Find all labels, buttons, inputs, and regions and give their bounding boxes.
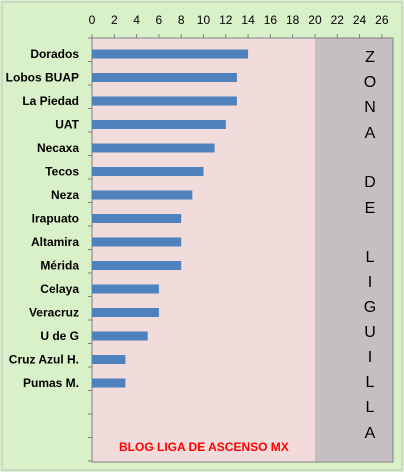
zone-letter: A xyxy=(365,125,376,142)
x-tick-label: 8 xyxy=(178,13,185,27)
bar-m-rida xyxy=(92,261,182,270)
bar-dorados xyxy=(92,49,249,59)
bar-u-de-g xyxy=(92,331,148,341)
category-label: U de G xyxy=(40,329,79,343)
bar-pumas-m xyxy=(92,378,126,388)
category-label: Mérida xyxy=(40,259,79,273)
zone-letter: I xyxy=(368,349,372,366)
liguilla-zone-band xyxy=(314,38,393,462)
zone-letter: L xyxy=(366,374,375,391)
zone-letter: D xyxy=(364,174,376,191)
category-label: La Piedad xyxy=(22,94,79,108)
zone-letter: L xyxy=(366,249,375,266)
x-tick-label: 2 xyxy=(111,13,118,27)
category-label: Lobos BUAP xyxy=(6,71,79,85)
bar-veracruz xyxy=(92,308,159,317)
x-tick-label: 10 xyxy=(197,13,211,27)
bar-cruz-azul-h xyxy=(92,355,126,364)
x-tick-label: 18 xyxy=(286,13,300,27)
watermark-text: BLOG LIGA DE ASCENSO MX xyxy=(119,440,289,454)
zone-letter: O xyxy=(364,74,376,91)
category-label: Neza xyxy=(51,188,79,202)
zone-letter: N xyxy=(364,99,376,116)
bar-tecos xyxy=(92,167,204,176)
category-label: Celaya xyxy=(40,282,79,296)
zone-letter: U xyxy=(364,324,376,341)
bar-la-piedad xyxy=(92,96,237,106)
category-label: Tecos xyxy=(45,165,79,179)
zone-letter: L xyxy=(366,399,375,416)
category-label: UAT xyxy=(55,118,79,132)
plot-area xyxy=(92,38,315,462)
zone-letter: A xyxy=(365,425,376,442)
zone-letter: G xyxy=(364,299,376,316)
x-tick-label: 20 xyxy=(308,13,322,27)
category-label: Veracruz xyxy=(29,306,79,320)
x-tick-label: 12 xyxy=(219,13,233,27)
bar-uat xyxy=(92,120,226,129)
category-label: Cruz Azul H. xyxy=(9,353,79,367)
zone-letter: I xyxy=(368,274,372,291)
category-label: Dorados xyxy=(30,47,79,61)
x-tick-label: 16 xyxy=(264,13,278,27)
bar-neza xyxy=(92,190,193,200)
bar-altamira xyxy=(92,237,182,247)
bar-irapuato xyxy=(92,214,182,223)
bar-necaxa xyxy=(92,143,215,153)
category-label: Irapuato xyxy=(32,212,79,226)
x-tick-label: 14 xyxy=(241,13,255,27)
x-tick-label: 22 xyxy=(331,13,345,27)
category-label: Altamira xyxy=(31,235,79,249)
category-label: Pumas M. xyxy=(23,376,79,390)
x-tick-label: 26 xyxy=(375,13,389,27)
x-tick-label: 0 xyxy=(89,13,96,27)
x-tick-label: 4 xyxy=(133,13,140,27)
bar-lobos-buap xyxy=(92,73,237,82)
zone-letter: Z xyxy=(365,49,375,66)
x-tick-label: 24 xyxy=(353,13,367,27)
zone-letter: E xyxy=(365,200,376,217)
x-tick-label: 6 xyxy=(156,13,163,27)
category-label: Necaxa xyxy=(37,141,79,155)
bar-celaya xyxy=(92,284,159,294)
